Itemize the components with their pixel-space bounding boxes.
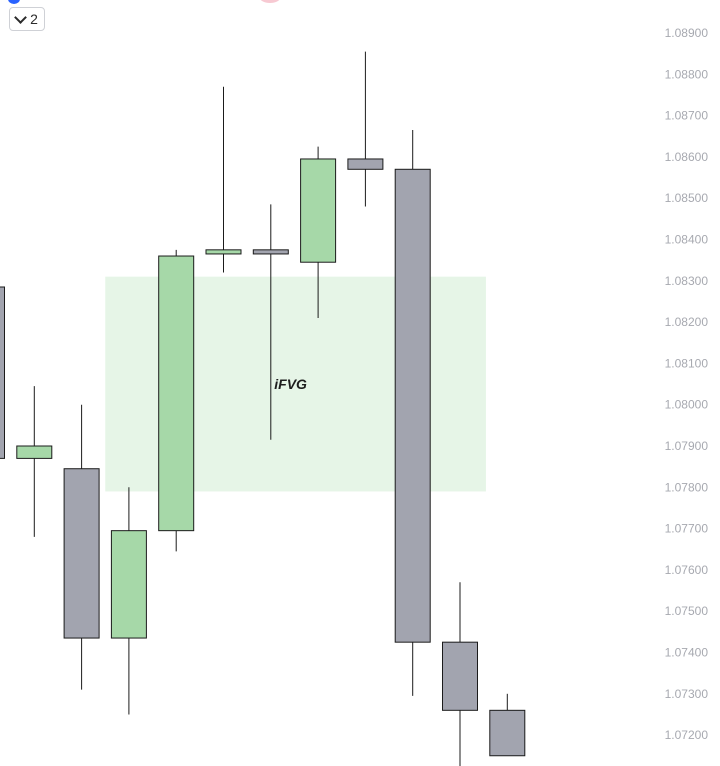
collapse-indicators-button[interactable]: 2 bbox=[9, 7, 45, 31]
candle bbox=[442, 582, 478, 766]
candle bbox=[158, 249, 195, 552]
price-tick-label: 1.08600 bbox=[665, 150, 709, 164]
candle-body bbox=[489, 709, 526, 757]
candle bbox=[347, 51, 384, 207]
price-tick-label: 1.08900 bbox=[665, 26, 709, 40]
candle-body bbox=[252, 249, 289, 255]
candle bbox=[300, 146, 337, 318]
price-tick-label: 1.07400 bbox=[665, 646, 709, 660]
candle-body bbox=[205, 249, 242, 255]
indicator-dot-blue bbox=[8, 0, 20, 4]
candle bbox=[0, 286, 5, 459]
price-tick-label: 1.08500 bbox=[665, 191, 709, 205]
candle bbox=[16, 386, 53, 537]
price-tick-label: 1.08800 bbox=[665, 67, 709, 81]
candle-body bbox=[16, 445, 53, 459]
candle-body bbox=[300, 158, 337, 263]
price-tick-label: 1.08300 bbox=[665, 274, 709, 288]
price-axis: 1.08900 1.08800 1.08700 1.08600 1.08500 1.084… bbox=[665, 26, 709, 742]
candle-body bbox=[110, 530, 147, 639]
candle-body bbox=[63, 468, 100, 639]
price-tick-label: 1.08700 bbox=[665, 109, 709, 123]
price-tick-label: 1.08000 bbox=[665, 398, 709, 412]
price-tick-label: 1.07700 bbox=[665, 522, 709, 536]
price-tick-label: 1.08100 bbox=[665, 356, 709, 370]
candle-body bbox=[442, 641, 478, 711]
price-tick-label: 1.07300 bbox=[665, 687, 709, 701]
chevron-down-icon bbox=[14, 10, 27, 24]
ifvg-zone-label: iFVG bbox=[274, 376, 307, 392]
candle-body bbox=[0, 286, 5, 459]
candle bbox=[110, 487, 147, 715]
price-tick-label: 1.08200 bbox=[665, 315, 709, 329]
price-tick-label: 1.07800 bbox=[665, 480, 709, 494]
candle bbox=[205, 86, 242, 273]
candle bbox=[489, 693, 526, 757]
collapse-count: 2 bbox=[30, 11, 38, 27]
candle bbox=[63, 404, 100, 690]
price-tick-label: 1.07900 bbox=[665, 439, 709, 453]
candle bbox=[252, 204, 289, 440]
candle bbox=[394, 130, 431, 696]
candle-body bbox=[347, 158, 384, 170]
price-tick-label: 1.07200 bbox=[665, 728, 709, 742]
price-tick-label: 1.07500 bbox=[665, 604, 709, 618]
candle-body bbox=[158, 255, 195, 532]
price-tick-label: 1.08400 bbox=[665, 233, 709, 247]
price-tick-label: 1.07600 bbox=[665, 563, 709, 577]
indicator-dot-pink bbox=[260, 0, 280, 3]
candle-layer bbox=[0, 51, 526, 766]
candle-body bbox=[394, 168, 431, 643]
